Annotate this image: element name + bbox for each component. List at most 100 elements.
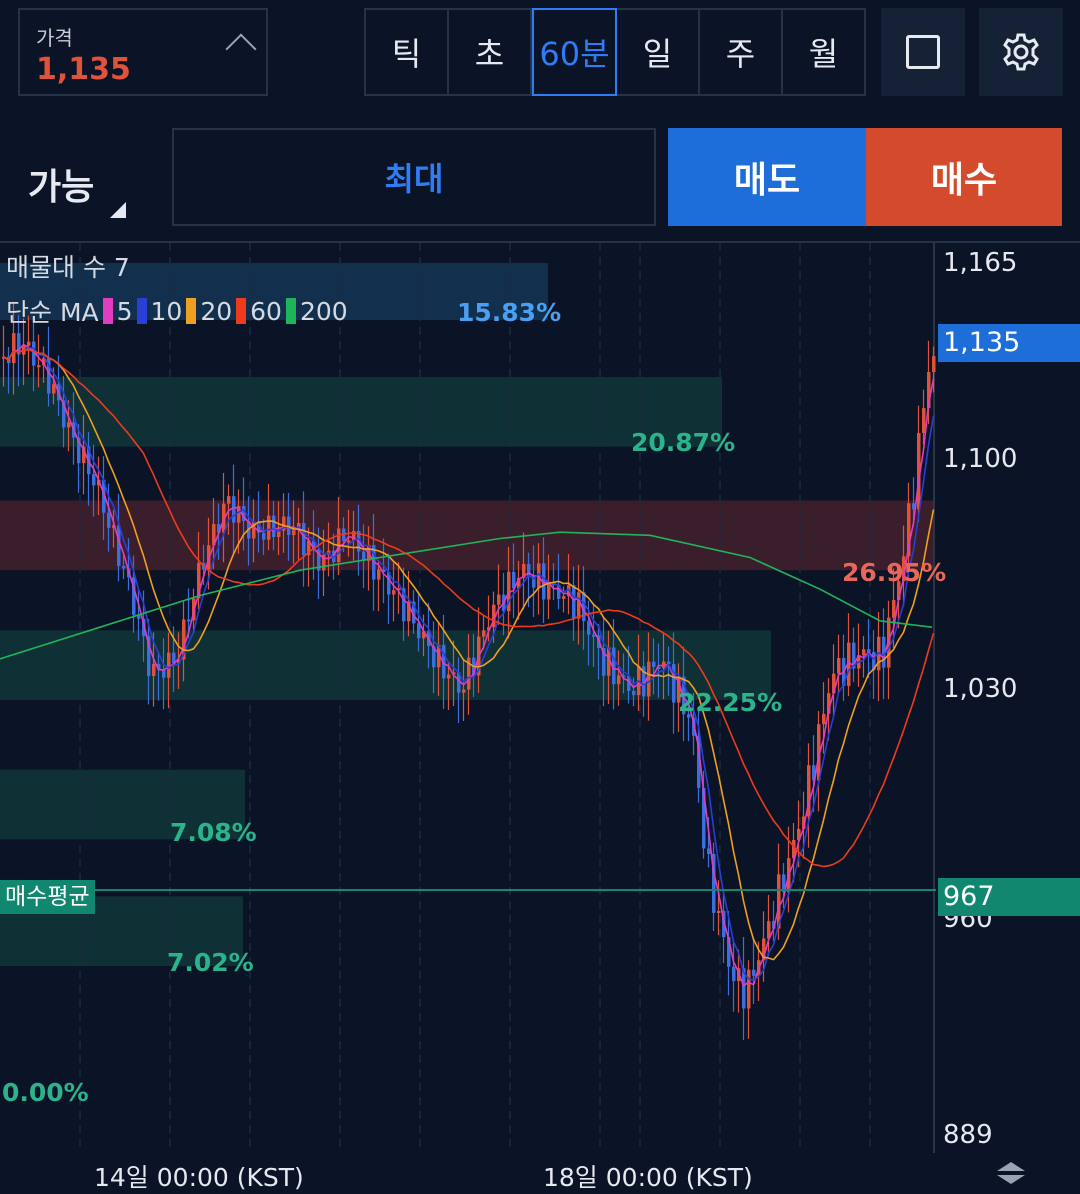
ma5-label: 5 (116, 296, 133, 326)
candle-body (227, 496, 231, 504)
candle-body (287, 516, 291, 536)
candle-body (702, 787, 706, 849)
candle-body (912, 503, 916, 510)
candle-body (392, 590, 396, 595)
candle-body (592, 634, 596, 637)
tab-month[interactable]: 월 (808, 35, 839, 73)
price-chart[interactable] (0, 243, 1080, 1191)
candle-body (407, 601, 411, 622)
candle-body (532, 576, 536, 588)
candle-body (762, 938, 766, 961)
candle-body (527, 563, 531, 577)
y-tick-label: 1,100 (943, 444, 1018, 474)
buy-button[interactable]: 매수 (866, 128, 1062, 226)
candle-body (137, 614, 141, 619)
candle-body (307, 540, 311, 556)
candle-body (897, 581, 901, 601)
available-label[interactable]: 가능 (28, 167, 95, 208)
price-value: 1,135 (36, 52, 131, 87)
candle-body (152, 663, 156, 676)
candle-body (437, 644, 441, 668)
tab-day[interactable]: 일 (617, 10, 700, 94)
current-price-tag: 1,135 (938, 324, 1080, 362)
candle-body (622, 675, 626, 678)
candle-body (497, 594, 501, 605)
volume-profile-bar (0, 377, 722, 447)
candle-body (642, 666, 646, 697)
candle-body (792, 839, 796, 859)
volume-profile-bar (0, 500, 935, 571)
price-selector[interactable]: 가격 1,135 (18, 8, 268, 96)
volume-profile-label: 매물대 수 7 (6, 253, 130, 282)
candle-body (577, 592, 581, 619)
candle-body (562, 596, 566, 599)
candle-body (697, 735, 701, 788)
sell-button[interactable]: 매도 (668, 128, 866, 226)
x-tick-label: 18일 00:00 (KST) (543, 1163, 753, 1192)
tab-second[interactable]: 초 (449, 10, 532, 94)
candle-body (797, 828, 801, 840)
layout-button[interactable] (881, 8, 965, 96)
tab-60min[interactable]: 60분 (532, 8, 617, 96)
moving-average-line (3, 343, 935, 988)
avg-buy-label: 매수평균 (0, 880, 95, 914)
candle-body (782, 874, 786, 893)
candle-body (462, 689, 466, 693)
square-icon (906, 35, 940, 69)
candle-body (932, 356, 936, 373)
candle-body (867, 649, 871, 653)
candle-body (612, 647, 616, 685)
candle-body (402, 588, 406, 622)
candle-body (647, 661, 651, 697)
candle-body (452, 672, 456, 675)
candle-body (492, 604, 496, 628)
moving-average-line (3, 346, 935, 982)
candle-body (162, 669, 166, 678)
candle-body (822, 713, 826, 725)
candle-body (682, 676, 686, 715)
candle-body (442, 644, 446, 679)
settings-button[interactable] (979, 8, 1063, 96)
ma5-swatch (102, 298, 113, 324)
candle-body (817, 724, 821, 781)
chevron-up-icon[interactable] (225, 33, 257, 65)
axis-scale-icon[interactable] (994, 1160, 1028, 1186)
candle-body (657, 667, 661, 670)
candle-body (582, 592, 586, 622)
candle-body (752, 969, 756, 976)
candle-body (902, 556, 906, 582)
ma20-swatch (186, 298, 197, 324)
candle-body (82, 446, 86, 464)
candle-body (32, 341, 36, 366)
candle-body (102, 479, 106, 513)
candle-body (607, 647, 611, 676)
candle-body (77, 437, 81, 464)
tab-week[interactable]: 주 (700, 10, 783, 94)
y-tick-label: 889 (943, 1120, 993, 1150)
candle-body (257, 521, 261, 533)
candle-body (172, 652, 176, 664)
max-quantity-button[interactable]: 최대 (172, 128, 656, 226)
candle-body (317, 549, 321, 571)
candle-body (382, 569, 386, 573)
ma200-swatch (285, 298, 296, 324)
candle-body (767, 921, 771, 939)
candle-body (672, 664, 676, 703)
candle-body (602, 648, 606, 676)
candle-body (522, 563, 526, 578)
tab-tick[interactable]: 틱 (366, 10, 449, 94)
candle-body (37, 365, 41, 368)
candle-body (17, 333, 21, 355)
candle-body (847, 642, 851, 686)
candle-body (362, 551, 366, 561)
ma20-label: 20 (200, 296, 233, 326)
candle-body (322, 554, 326, 571)
candle-body (272, 515, 276, 538)
candle-body (167, 652, 171, 678)
profile-pct: 22.25% (678, 688, 783, 717)
y-tick-label: 1,165 (943, 248, 1018, 278)
candle-body (922, 408, 926, 434)
candle-body (927, 372, 931, 409)
candle-body (52, 384, 56, 394)
candle-body (92, 474, 96, 486)
